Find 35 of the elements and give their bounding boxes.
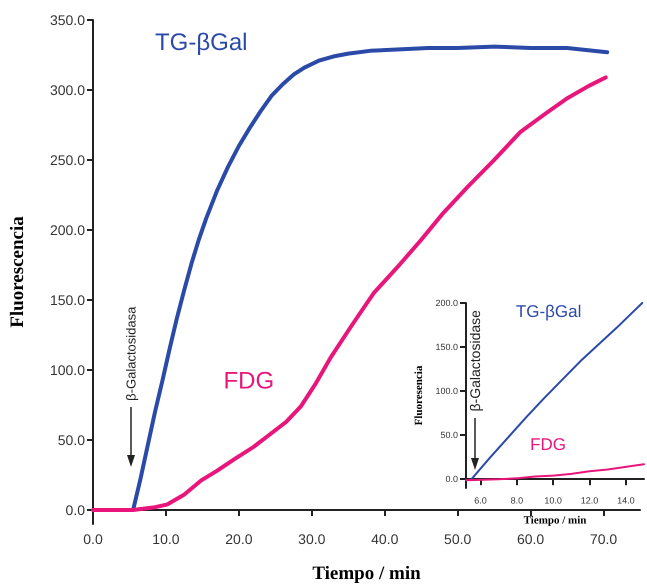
series-label: FDG [530,435,566,454]
y-axis-title: Fluoresencia [413,365,426,426]
x-tick-label: 0.0 [83,531,103,547]
annotation: β-Galactosidase [466,310,483,412]
y-tick-label: 200.0 [50,222,86,238]
y-tick-label: 100.0 [50,362,86,378]
y-tick-label: 200.0 [435,298,458,308]
y-tick-label: 300.0 [50,82,86,98]
series-label: TG-βGal [516,302,582,321]
y-tick-label: 100.0 [435,386,458,396]
x-axis-title: Tiempo / min [312,563,422,584]
annotation: β-Galactosidasa [123,306,138,401]
line-series [470,302,644,480]
x-tick-label: 12.0 [580,496,598,506]
x-tick-label: 40.0 [371,531,399,547]
y-tick-label: 50.0 [58,432,86,448]
y-axis-title: Fluorescencia [7,216,28,328]
y-tick-label: 350.0 [50,12,86,28]
x-tick-label: 70.0 [590,531,618,547]
series-label: FDG [224,367,274,394]
series-label: TG-βGal [155,28,248,56]
x-tick-label: 10.0 [152,531,180,547]
x-tick-label: 10.0 [544,496,562,506]
y-tick-label: 250.0 [50,152,86,168]
y-tick-label: 50.0 [440,430,458,440]
y-tick-label: 150.0 [435,342,458,352]
x-tick-label: 8.0 [510,496,524,506]
x-tick-label: 14.0 [617,496,635,506]
y-tick-label: 0.0 [445,474,458,484]
x-tick-label: 30.0 [298,531,326,547]
x-axis-title: Tiempo / min [524,514,586,526]
y-tick-label: 150.0 [50,292,86,308]
x-tick-label: 20.0 [225,531,253,547]
x-tick-label: 6.0 [474,496,487,506]
x-tick-label: 60.0 [516,531,544,547]
